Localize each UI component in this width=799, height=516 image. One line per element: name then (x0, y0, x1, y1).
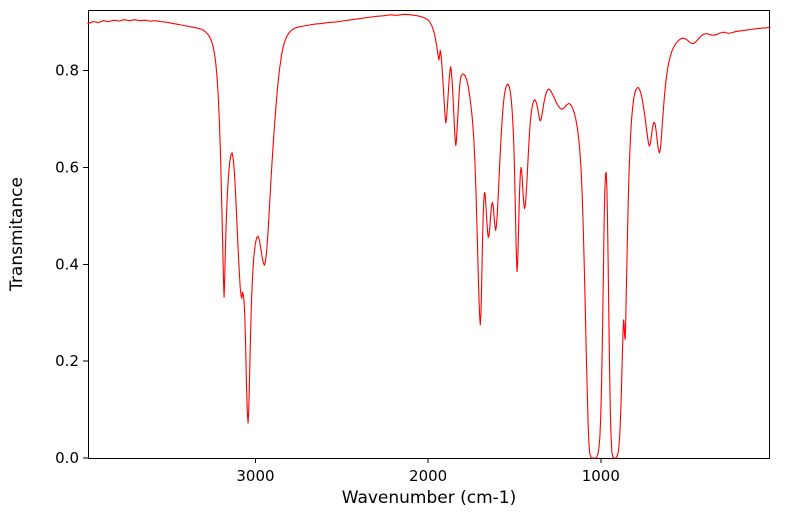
x-axis-label: Wavenumber (cm-1) (342, 488, 517, 508)
plot-frame (88, 10, 770, 459)
y-tick-label: 0.6 (55, 158, 79, 176)
y-tick-label: 0.0 (55, 449, 79, 467)
axis-tick-labels: 3000 2000 1000 0.0 0.2 0.4 0.6 0.8 (55, 62, 620, 485)
x-tick-label: 3000 (236, 467, 274, 485)
spectrum-line (87, 13, 771, 459)
y-tick-label: 0.4 (55, 255, 79, 273)
x-tick-label: 1000 (582, 467, 620, 485)
y-tick-label: 0.8 (55, 62, 79, 80)
y-tick-label: 0.2 (55, 352, 79, 370)
x-tick-label: 2000 (409, 467, 447, 485)
y-axis-label: Transmitance (7, 177, 27, 292)
axis-ticks (83, 70, 602, 463)
